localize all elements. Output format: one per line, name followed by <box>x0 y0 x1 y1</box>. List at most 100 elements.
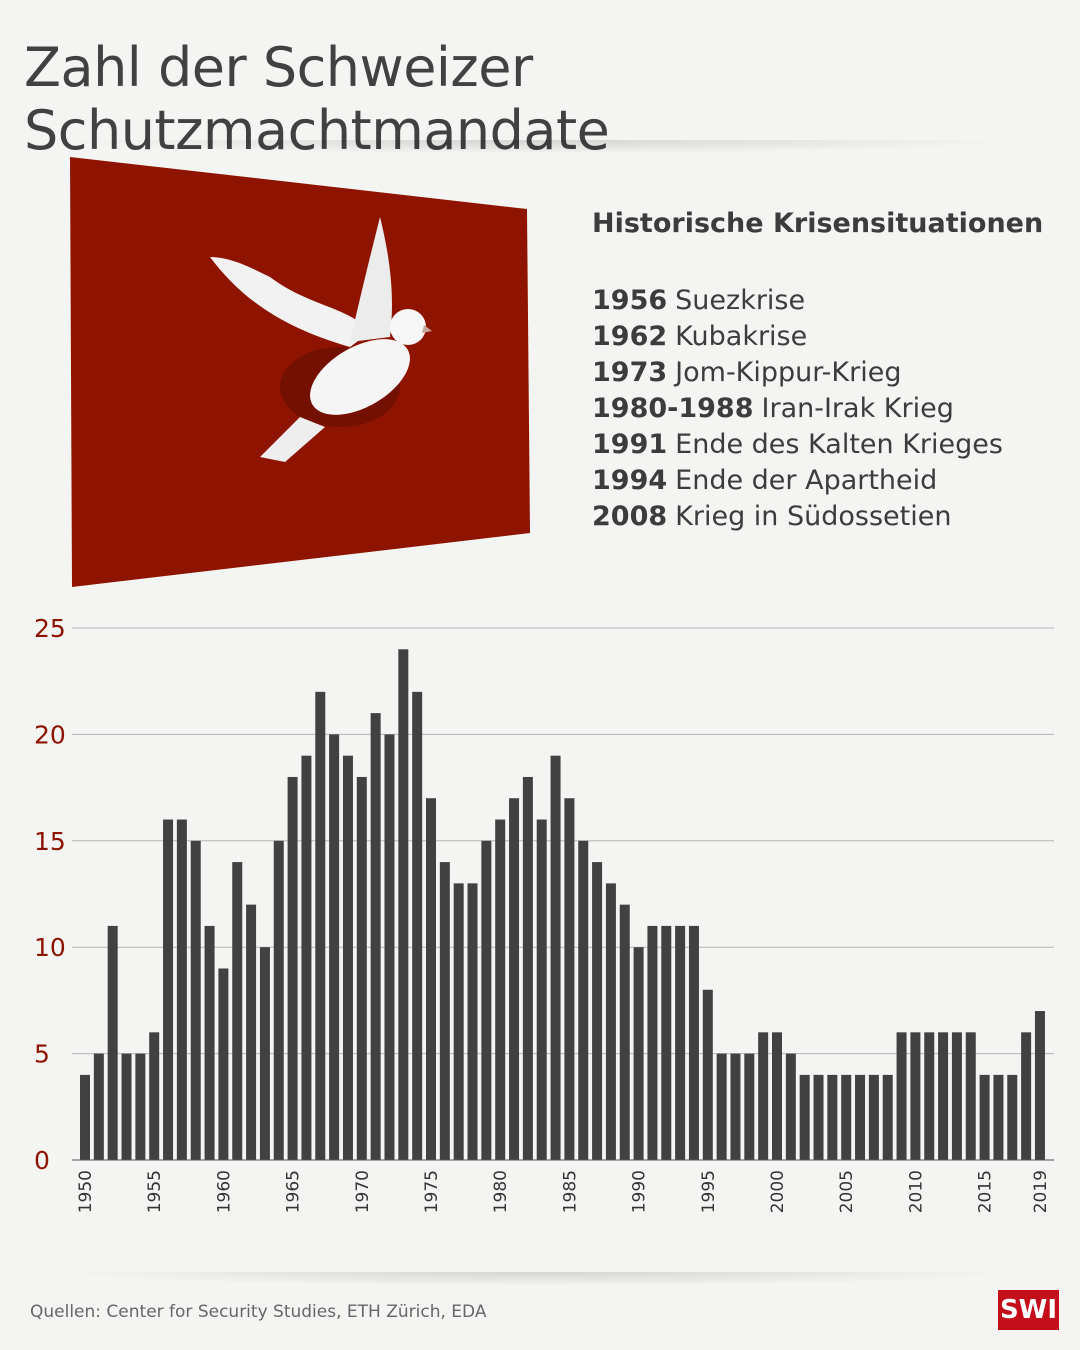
y-tick-label: 5 <box>34 1040 50 1069</box>
bar-1978 <box>467 883 478 1160</box>
bar-2018 <box>1021 1032 1032 1160</box>
bar-1981 <box>509 798 520 1160</box>
crisis-label: Ende des Kalten Krieges <box>675 429 1003 460</box>
x-tick-label: 2019 <box>1031 1170 1051 1213</box>
crisis-year: 1991 <box>592 429 668 460</box>
bar-2004 <box>827 1074 838 1160</box>
bar-2000 <box>772 1032 782 1160</box>
bar-1977 <box>453 883 464 1160</box>
bar-1987 <box>592 862 603 1160</box>
crisis-item: 1994 Ende der Apartheid <box>592 463 1043 499</box>
bar-1962 <box>246 904 257 1160</box>
x-tick-label: 1980 <box>491 1170 511 1213</box>
bar-1952 <box>107 925 118 1160</box>
bar-1974 <box>412 691 423 1160</box>
bar-2005 <box>841 1074 852 1160</box>
crisis-item: 2008 Krieg in Südossetien <box>592 499 1043 535</box>
x-tick-label: 1970 <box>353 1170 373 1213</box>
bar-1999 <box>758 1032 769 1160</box>
bar-2002 <box>799 1074 810 1160</box>
crises-heading: Historische Krisensituationen <box>592 208 1044 239</box>
bar-2016 <box>993 1074 1004 1160</box>
bar-2011 <box>924 1032 935 1160</box>
bar-1983 <box>536 819 547 1160</box>
bar-1996 <box>716 1053 727 1160</box>
bar-2013 <box>951 1032 962 1160</box>
bar-1973 <box>398 649 409 1160</box>
bar-2019 <box>1034 1011 1045 1160</box>
divider-shadow <box>60 140 1020 154</box>
bar-2006 <box>855 1074 866 1160</box>
crisis-year: 1973 <box>592 357 668 388</box>
y-tick-label: 15 <box>34 827 66 856</box>
bar-1950 <box>80 1074 90 1160</box>
bar-2009 <box>896 1032 907 1160</box>
bar-2003 <box>813 1074 824 1160</box>
bar-1993 <box>675 925 686 1160</box>
bar-1965 <box>287 776 298 1160</box>
bar-1951 <box>93 1053 104 1160</box>
crisis-item: 1956 Suezkrise <box>592 283 1043 319</box>
bar-1960 <box>218 968 229 1160</box>
swi-logo: SWI <box>998 1290 1059 1330</box>
crisis-label: Ende der Apartheid <box>675 465 938 496</box>
bar-1979 <box>481 840 492 1160</box>
bar-2012 <box>938 1032 949 1160</box>
bar-1957 <box>176 819 187 1160</box>
crisis-label: Jom-Kippur-Krieg <box>675 357 902 388</box>
bar-1966 <box>301 755 312 1160</box>
bar-2017 <box>1007 1074 1018 1160</box>
crisis-label: Suezkrise <box>675 285 806 316</box>
y-tick-label: 10 <box>34 933 66 962</box>
bar-1986 <box>578 840 589 1160</box>
bar-1975 <box>426 798 436 1160</box>
bar-1961 <box>232 862 243 1160</box>
crisis-year: 1956 <box>592 285 668 316</box>
bar-1972 <box>384 734 395 1160</box>
bar-1967 <box>315 691 326 1160</box>
bar-1955 <box>149 1032 160 1160</box>
bar-1953 <box>121 1053 132 1160</box>
bar-2007 <box>868 1074 879 1160</box>
bar-1968 <box>329 734 340 1160</box>
bar-2001 <box>785 1053 796 1160</box>
bar-1992 <box>661 925 672 1160</box>
crisis-year: 1980-1988 <box>592 393 754 424</box>
divider-shadow <box>60 1272 1020 1286</box>
x-tick-label: 1955 <box>145 1170 165 1213</box>
crisis-item: 1980-1988 Iran-Irak Krieg <box>592 391 1043 427</box>
x-tick-label: 1990 <box>630 1170 650 1213</box>
y-tick-label: 0 <box>34 1146 50 1175</box>
crisis-year: 1994 <box>592 465 668 496</box>
x-tick-label: 2010 <box>906 1170 926 1213</box>
bar-1994 <box>688 925 699 1160</box>
x-tick-label: 1960 <box>214 1170 234 1213</box>
bar-1954 <box>135 1053 146 1160</box>
y-tick-label: 20 <box>34 720 66 749</box>
crisis-label: Iran-Irak Krieg <box>761 393 954 424</box>
y-tick-label: 25 <box>34 614 66 643</box>
crisis-year: 1962 <box>592 321 668 352</box>
bar-1971 <box>370 713 381 1160</box>
bar-1956 <box>163 819 174 1160</box>
bar-1982 <box>522 776 533 1160</box>
bar-1959 <box>204 925 215 1160</box>
bar-1997 <box>730 1053 741 1160</box>
bar-1989 <box>619 904 630 1160</box>
crises-list: Historische Krisensituationen 1956 Suezkr… <box>592 208 1043 535</box>
x-tick-label: 1965 <box>284 1170 304 1213</box>
crisis-item: 1973 Jom-Kippur-Krieg <box>592 355 1043 391</box>
x-tick-label: 1995 <box>699 1170 719 1213</box>
x-tick-label: 1985 <box>560 1170 580 1213</box>
bar-1995 <box>702 989 713 1160</box>
crisis-label: Kubakrise <box>675 321 808 352</box>
crisis-label: Krieg in Südossetien <box>675 501 952 532</box>
bar-1991 <box>647 925 658 1160</box>
x-tick-label: 1950 <box>76 1170 96 1213</box>
bar-1958 <box>190 840 201 1160</box>
crisis-item: 1962 Kubakrise <box>592 319 1043 355</box>
bar-1963 <box>259 947 270 1160</box>
bar-2014 <box>965 1032 976 1160</box>
bar-2010 <box>910 1032 921 1160</box>
